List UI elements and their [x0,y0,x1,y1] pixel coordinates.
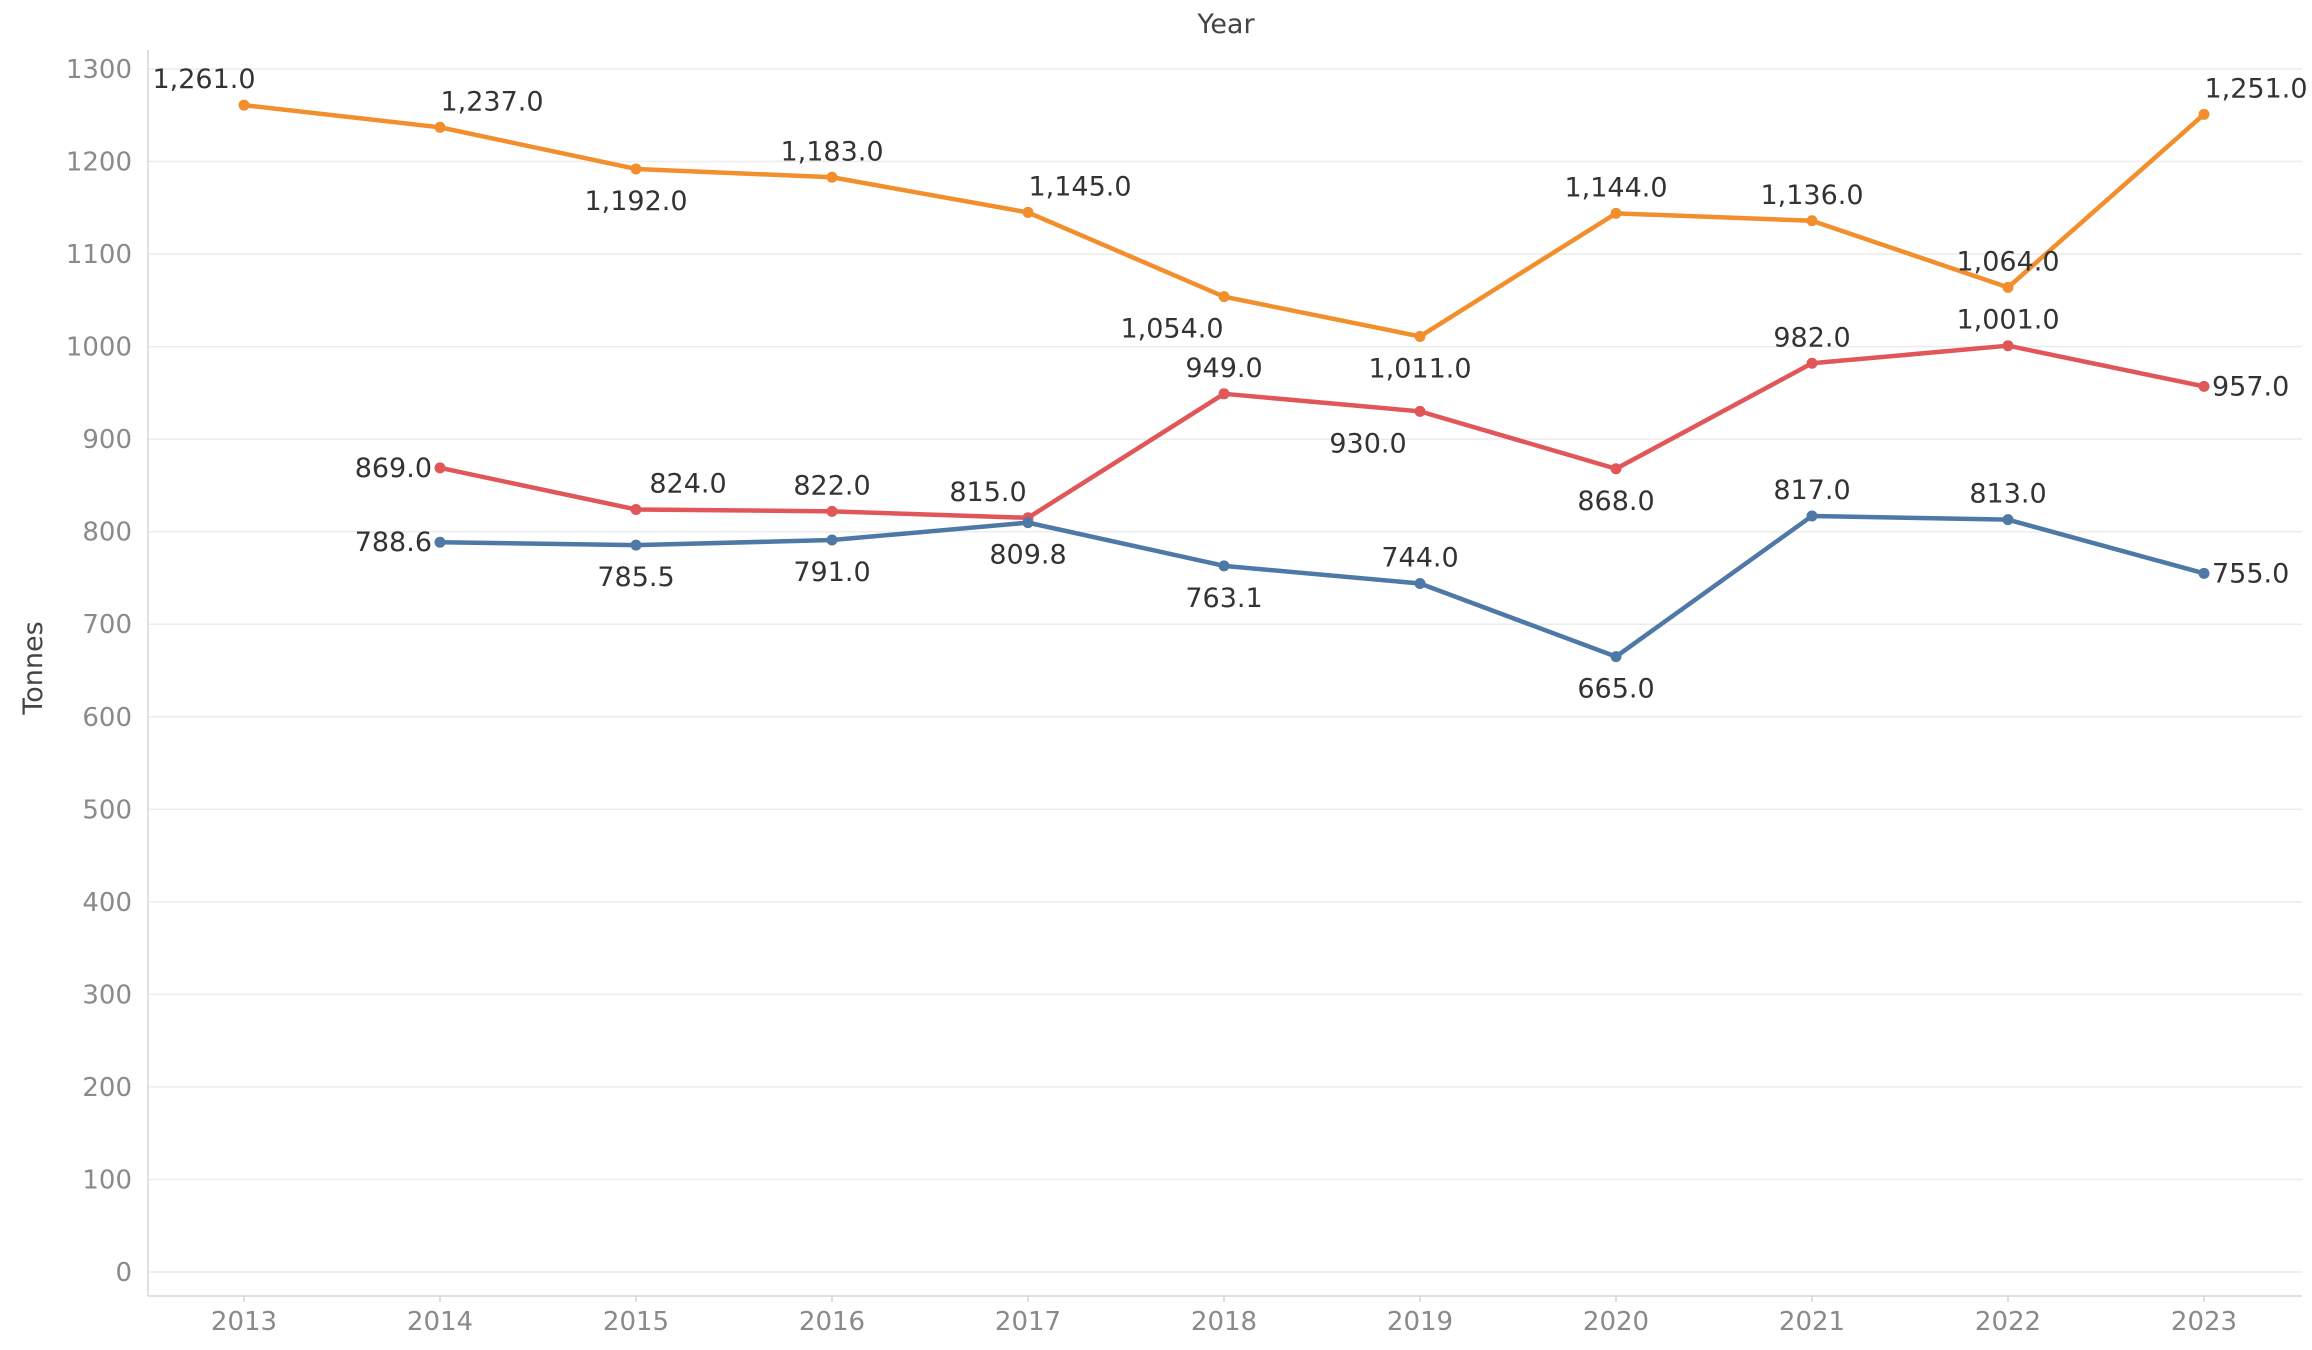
data-point [826,171,838,183]
data-label: 1,011.0 [1368,353,1471,384]
y-tick-label: 1100 [66,240,132,270]
series-0 [238,99,2210,342]
series-line [437,513,2207,659]
data-label: 930.0 [1329,428,1406,459]
data-label: 813.0 [1969,479,2046,510]
data-label: 744.0 [1381,543,1458,574]
y-tick-label: 1200 [66,148,132,178]
data-point [2002,514,2014,526]
series-line [437,343,2207,521]
data-point [826,505,838,517]
data-label: 785.5 [597,562,674,593]
data-label: 755.0 [2212,558,2289,589]
data-label: 1,054.0 [1120,314,1223,345]
data-label: 1,237.0 [440,86,543,117]
data-point [2002,281,2014,293]
x-tick-label: 2016 [799,1307,865,1337]
y-tick-label: 900 [82,425,132,455]
data-point [434,121,446,133]
data-label: 788.6 [355,527,432,558]
data-point [1610,207,1622,219]
data-label: 1,192.0 [584,186,687,217]
gridlines [148,68,2302,1273]
data-point [1022,206,1034,218]
data-label: 1,183.0 [780,136,883,167]
data-label: 809.8 [989,540,1066,571]
data-label: 868.0 [1577,486,1654,517]
data-label: 1,251.0 [2204,73,2307,104]
data-point [2198,380,2210,392]
data-label: 1,001.0 [1956,305,2059,336]
x-tick-label: 2022 [1975,1307,2041,1337]
series-2 [434,510,2210,663]
data-point [1610,651,1622,663]
data-label: 817.0 [1773,475,1850,506]
data-point [1806,357,1818,369]
data-label: 1,064.0 [1956,246,2059,277]
data-label: 957.0 [2212,371,2289,402]
y-tick-label: 800 [82,518,132,548]
data-point [1218,560,1230,572]
y-tick-label: 400 [82,888,132,918]
y-tick-label: 300 [82,980,132,1010]
data-point [1218,388,1230,400]
x-tick-label: 2017 [995,1307,1061,1337]
y-tick-label: 600 [82,703,132,733]
x-axis-title: Year [1196,9,1255,40]
x-tick-label: 2013 [211,1307,277,1337]
y-tick-label: 1000 [66,333,132,363]
data-label: 791.0 [793,557,870,588]
data-point [1022,517,1034,529]
y-tick-label: 700 [82,610,132,640]
x-tick-label: 2014 [407,1307,473,1337]
data-point [630,539,642,551]
data-point [2198,108,2210,120]
x-tick-label: 2019 [1387,1307,1453,1337]
data-point [630,163,642,175]
data-label: 1,136.0 [1760,180,1863,211]
data-point [1610,463,1622,475]
data-label: 822.0 [793,470,870,501]
data-label: 1,144.0 [1564,172,1667,203]
series-1 [434,340,2210,524]
x-tick-label: 2023 [2171,1307,2237,1337]
data-point [1414,578,1426,590]
x-tick-label: 2015 [603,1307,669,1337]
data-label: 824.0 [649,468,726,499]
data-point [2002,340,2014,352]
axes: 0 100 200 300 400 500 600 700 800 900 1000 1100 1200… [66,50,2302,1337]
data-label: 1,145.0 [1028,171,1131,202]
data-point [238,99,250,111]
data-label: 869.0 [355,453,432,484]
data-label: 949.0 [1185,353,1262,384]
data-label: 1,261.0 [152,64,255,95]
data-point [434,536,446,548]
x-tick-label: 2020 [1583,1307,1649,1337]
data-point [1414,405,1426,417]
data-point [1806,215,1818,227]
y-tick-label: 0 [115,1258,132,1288]
data-point [630,503,642,515]
series-group [238,99,2210,663]
y-tick-label: 1300 [66,55,132,85]
y-tick-label: 100 [82,1165,132,1195]
x-tick-label: 2018 [1191,1307,1257,1337]
data-point [1414,330,1426,342]
data-point [826,534,838,546]
data-label: 982.0 [1773,322,1850,353]
data-point [2198,567,2210,579]
y-tick-label: 200 [82,1073,132,1103]
data-label: 815.0 [949,477,1026,508]
y-tick-label: 500 [82,795,132,825]
x-tick-label: 2021 [1779,1307,1845,1337]
data-label: 665.0 [1577,674,1654,705]
data-point [1806,510,1818,522]
data-labels: 1,261.0 1,237.0 1,192.0 1,183.0 1,145.0 1,054… [152,64,2307,705]
y-axis-title: Tonnes [18,621,49,715]
data-point [1218,291,1230,303]
data-point [434,462,446,474]
data-label: 763.1 [1185,583,1262,614]
